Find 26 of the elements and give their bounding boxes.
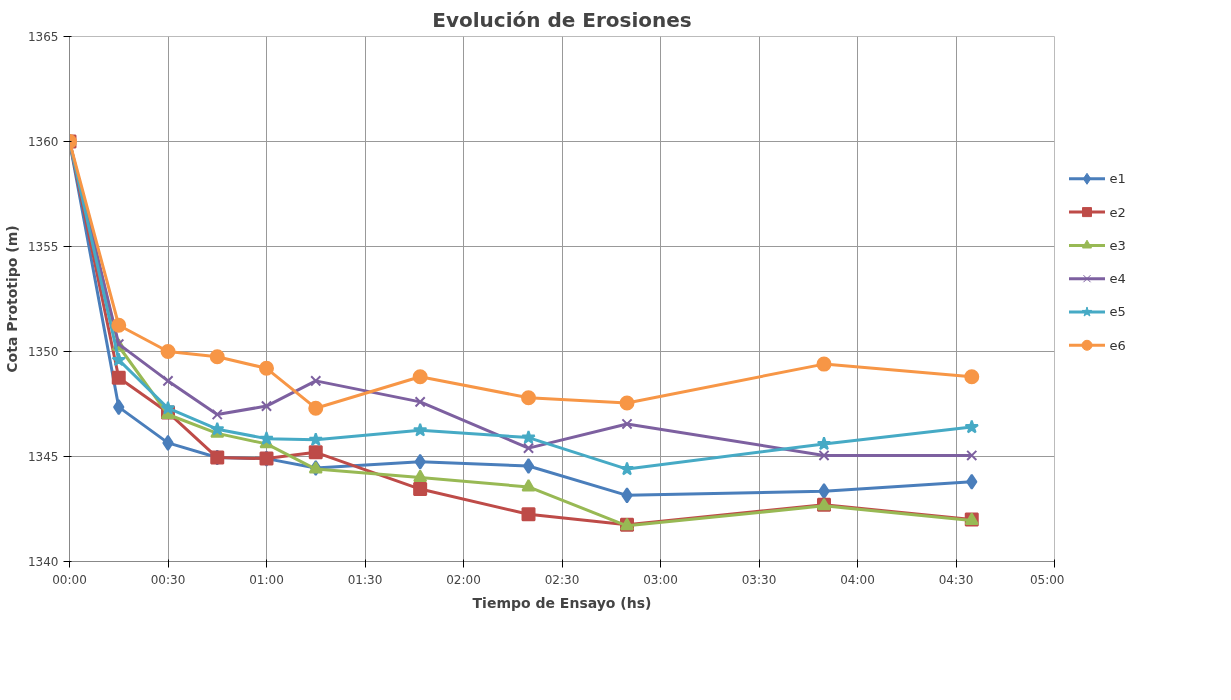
x-tick-label: 01:00 [249, 572, 284, 587]
y-axis-title: Cota Prototipo (m) [3, 225, 20, 373]
x-tick-label: 02:00 [446, 572, 481, 587]
legend-label: e6 [1109, 337, 1126, 353]
legend-label: e5 [1109, 304, 1126, 320]
legend-label: e1 [1109, 171, 1126, 187]
y-tick-label: 1340 [27, 555, 59, 569]
y-tick-label: 1345 [27, 450, 59, 464]
x-tick-label: 01:30 [347, 572, 383, 587]
y-tick-label: 1350 [27, 345, 59, 359]
x-axis-title: Tiempo de Ensayo (hs) [472, 594, 652, 611]
x-tick-label: 00:30 [150, 572, 186, 587]
x-tick-label: 00:00 [52, 572, 87, 587]
x-tick-label: 04:30 [938, 572, 974, 587]
y-tick-label: 1355 [27, 240, 59, 254]
y-tick-label: 1365 [27, 30, 59, 44]
legend-label: e3 [1109, 237, 1126, 253]
x-tick-label: 03:30 [741, 572, 777, 587]
x-tick-label: 03:00 [643, 572, 678, 587]
legend-label: e4 [1109, 271, 1126, 287]
chart-title: Evolución de Erosiones [432, 7, 692, 32]
x-tick-label: 05:00 [1029, 572, 1065, 587]
x-tick-label: 04:00 [840, 572, 875, 587]
y-tick-label: 1360 [27, 135, 59, 149]
legend-label: e2 [1109, 204, 1126, 220]
x-tick-label: 02:30 [544, 572, 580, 587]
